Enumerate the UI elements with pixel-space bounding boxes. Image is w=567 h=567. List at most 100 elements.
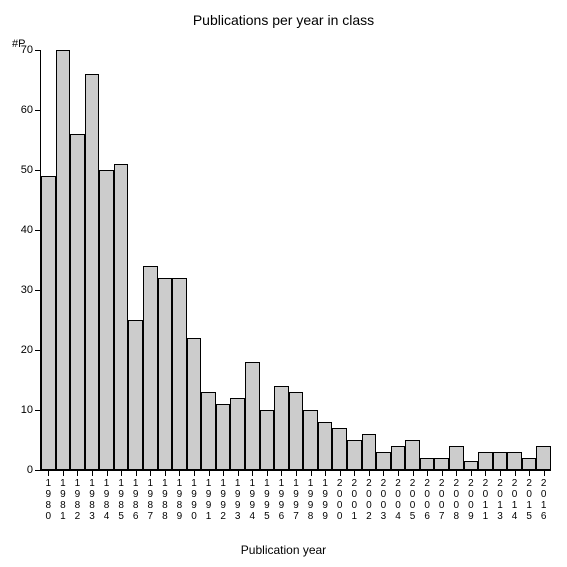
y-tick-label: 50 — [21, 164, 33, 176]
bar — [245, 362, 260, 470]
bar — [216, 404, 231, 470]
y-tick-label: 10 — [21, 404, 33, 416]
bar — [376, 452, 391, 470]
x-tick-label: 1991 — [204, 478, 214, 522]
chart-container: Publications per year in class #P 010203… — [0, 0, 567, 567]
x-tick — [150, 470, 151, 476]
bar — [70, 134, 85, 470]
x-tick-label: 2011 — [480, 478, 490, 522]
x-tick — [311, 470, 312, 476]
x-tick — [442, 470, 443, 476]
bar — [41, 176, 56, 470]
bar — [434, 458, 449, 470]
x-tick-label: 1997 — [291, 478, 301, 522]
x-tick-label: 1985 — [116, 478, 126, 522]
x-tick — [121, 470, 122, 476]
x-tick-label: 2014 — [510, 478, 520, 522]
y-tick-label: 0 — [27, 464, 33, 476]
x-tick-label: 1986 — [131, 478, 141, 522]
bar — [230, 398, 245, 470]
bar — [201, 392, 216, 470]
x-tick — [107, 470, 108, 476]
bar — [85, 74, 100, 470]
x-tick-label: 1996 — [276, 478, 286, 522]
x-tick — [267, 470, 268, 476]
x-tick-label: 1990 — [189, 478, 199, 522]
plot-area: 0102030405060701980198119821983198419851… — [40, 50, 551, 471]
bar — [128, 320, 143, 470]
x-tick — [296, 470, 297, 476]
x-tick — [529, 470, 530, 476]
chart-title: Publications per year in class — [0, 12, 567, 28]
bar — [391, 446, 406, 470]
x-tick-label: 1981 — [58, 478, 68, 522]
x-tick — [340, 470, 341, 476]
x-tick — [63, 470, 64, 476]
bar — [143, 266, 158, 470]
x-tick-label: 1983 — [87, 478, 97, 522]
bar — [449, 446, 464, 470]
x-tick-label: 1998 — [306, 478, 316, 522]
y-tick-label: 70 — [21, 44, 33, 56]
x-tick — [500, 470, 501, 476]
y-tick — [35, 170, 41, 171]
x-tick — [194, 470, 195, 476]
x-tick — [325, 470, 326, 476]
x-tick-label: 2002 — [364, 478, 374, 522]
x-tick-label: 2008 — [451, 478, 461, 522]
bar — [260, 410, 275, 470]
x-tick — [165, 470, 166, 476]
bar — [347, 440, 362, 470]
bar — [318, 422, 333, 470]
x-tick-label: 1994 — [247, 478, 257, 522]
x-tick-label: 2005 — [408, 478, 418, 522]
x-axis-title: Publication year — [0, 543, 567, 557]
x-tick — [485, 470, 486, 476]
x-tick — [223, 470, 224, 476]
bar — [303, 410, 318, 470]
x-tick — [413, 470, 414, 476]
x-tick-label: 2013 — [495, 478, 505, 522]
x-tick — [281, 470, 282, 476]
bar — [56, 50, 71, 470]
x-tick-label: 1982 — [72, 478, 82, 522]
x-tick-label: 2009 — [466, 478, 476, 522]
y-tick — [35, 50, 41, 51]
x-tick-label: 1987 — [145, 478, 155, 522]
x-tick-label: 2016 — [539, 478, 549, 522]
bar — [464, 461, 479, 470]
x-tick-label: 1993 — [233, 478, 243, 522]
x-tick — [369, 470, 370, 476]
x-tick-label: 1984 — [102, 478, 112, 522]
bar — [114, 164, 129, 470]
x-tick-label: 2007 — [437, 478, 447, 522]
x-tick — [252, 470, 253, 476]
x-tick-label: 2000 — [335, 478, 345, 522]
x-tick-label: 1995 — [262, 478, 272, 522]
bar — [493, 452, 508, 470]
x-tick-label: 1988 — [160, 478, 170, 522]
x-tick-label: 2003 — [378, 478, 388, 522]
x-tick-label: 2004 — [393, 478, 403, 522]
x-tick-label: 2015 — [524, 478, 534, 522]
x-tick — [471, 470, 472, 476]
y-tick-label: 60 — [21, 104, 33, 116]
x-tick — [92, 470, 93, 476]
bar — [289, 392, 304, 470]
x-tick — [209, 470, 210, 476]
x-tick — [544, 470, 545, 476]
x-tick — [398, 470, 399, 476]
bar — [420, 458, 435, 470]
bar — [507, 452, 522, 470]
bar — [405, 440, 420, 470]
x-tick — [48, 470, 49, 476]
x-tick-label: 1999 — [320, 478, 330, 522]
x-tick — [77, 470, 78, 476]
bar — [362, 434, 377, 470]
bar — [158, 278, 173, 470]
x-tick — [238, 470, 239, 476]
bar — [99, 170, 114, 470]
x-tick-label: 2006 — [422, 478, 432, 522]
x-tick — [515, 470, 516, 476]
bar — [536, 446, 551, 470]
